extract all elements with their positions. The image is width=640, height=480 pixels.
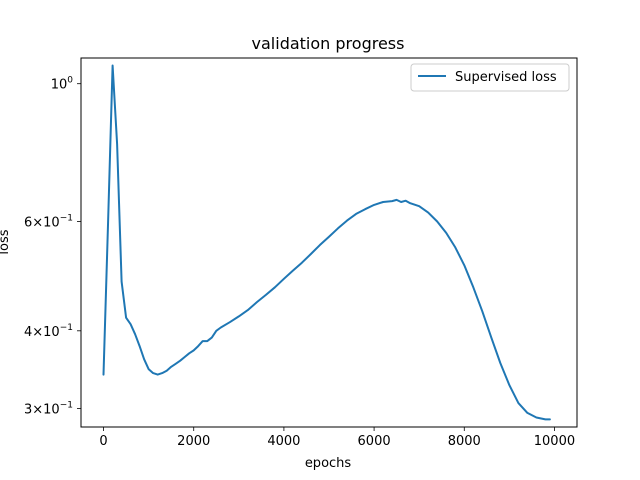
legend: Supervised loss (410, 63, 570, 92)
x-tick-label: 6000 (358, 434, 391, 449)
y-tick-label: 4×10−1 (24, 323, 73, 340)
plot-area (81, 58, 577, 427)
legend-box (410, 63, 570, 92)
plot-frame (80, 57, 578, 428)
y-axis-ticks: 100 6×10−1 4×10−1 3×10−1 (24, 76, 81, 417)
x-tick-label: 8000 (448, 434, 481, 449)
y-tick-label: 100 (51, 76, 74, 93)
y-tick-label: 6×10−1 (24, 213, 73, 230)
chart-title: validation progress (252, 34, 405, 53)
x-tick-label: 0 (99, 434, 107, 449)
y-axis-label: loss (0, 229, 12, 254)
x-tick-label: 2000 (177, 434, 210, 449)
x-tick-label: 4000 (267, 434, 300, 449)
legend-label: Supervised loss (455, 70, 557, 85)
x-tick-label: 10000 (534, 434, 575, 449)
x-axis-ticks: 0 2000 4000 6000 8000 10000 (99, 427, 575, 449)
series-line-supervised-loss (102, 64, 551, 421)
y-tick-label: 3×10−1 (24, 400, 73, 417)
x-axis-label: epochs (305, 456, 352, 471)
